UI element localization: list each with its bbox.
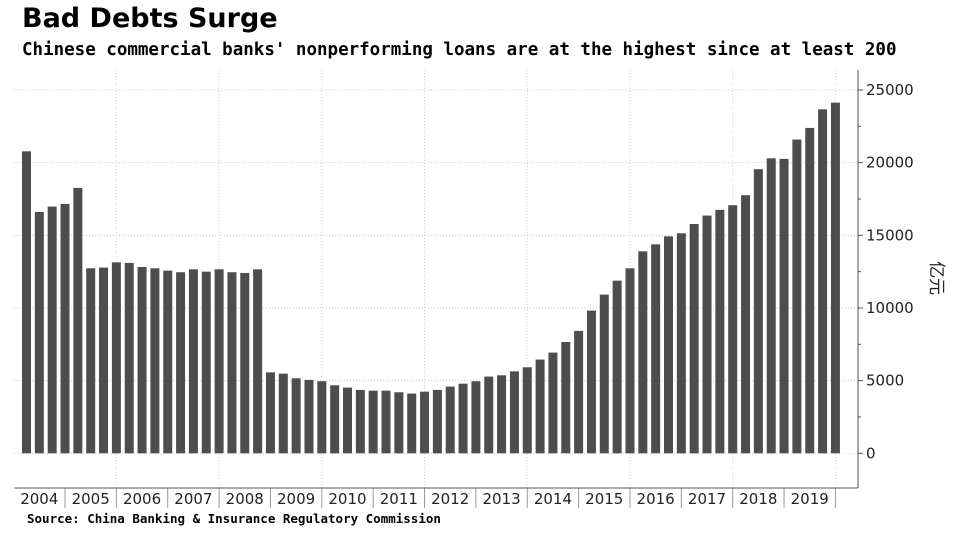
- x-tick-label: 2011: [380, 490, 418, 508]
- bar: [792, 139, 802, 454]
- bar: [741, 195, 751, 454]
- bar: [111, 262, 121, 454]
- bar: [689, 223, 699, 454]
- bar: [60, 203, 70, 454]
- x-tick-label: 2010: [328, 490, 366, 508]
- bar: [317, 381, 327, 454]
- bar: [368, 390, 378, 454]
- bar: [432, 389, 442, 454]
- bar: [47, 206, 57, 454]
- bar: [150, 268, 160, 454]
- bar: [638, 251, 648, 454]
- x-tick-label: 2004: [20, 490, 58, 508]
- bar: [676, 233, 686, 454]
- bar: [535, 359, 545, 454]
- bar: [612, 280, 622, 454]
- bar: [176, 272, 186, 454]
- x-tick-label: 2014: [534, 490, 572, 508]
- bar: [253, 269, 263, 454]
- bar: [548, 352, 558, 454]
- bar: [381, 390, 391, 454]
- bar: [702, 215, 712, 454]
- bar: [394, 392, 404, 454]
- bar: [458, 383, 468, 454]
- y-tick-label: 5000: [866, 372, 904, 390]
- bar: [830, 102, 840, 454]
- x-tick-label: 2007: [174, 490, 212, 508]
- y-tick-label: 0: [866, 444, 876, 462]
- bar: [779, 158, 789, 454]
- bar: [34, 211, 44, 454]
- bar: [445, 386, 455, 454]
- bar: [240, 272, 250, 454]
- bar: [227, 272, 237, 454]
- bar: [664, 236, 673, 454]
- bar: [291, 378, 301, 454]
- chart-title: Bad Debts Surge: [22, 3, 278, 34]
- bar: [651, 244, 661, 454]
- bar: [124, 262, 134, 454]
- chart-subtitle: Chinese commercial banks' nonperforming …: [22, 40, 897, 60]
- bar: [86, 268, 96, 454]
- bar: [407, 393, 417, 454]
- bar: [818, 109, 828, 454]
- x-tick-label: 2018: [739, 490, 777, 508]
- x-tick-label: 2006: [123, 490, 161, 508]
- bar: [188, 269, 198, 454]
- bar: [201, 271, 211, 454]
- bar: [265, 372, 275, 454]
- x-tick-label: 2019: [791, 490, 829, 508]
- x-tick-label: 2017: [688, 490, 726, 508]
- bar: [715, 209, 725, 454]
- y-axis-label: 亿元: [926, 261, 946, 295]
- y-tick-label: 15000: [866, 226, 914, 244]
- bar: [484, 376, 494, 454]
- bar: [420, 391, 430, 454]
- bar: [625, 268, 635, 454]
- bar: [753, 169, 763, 454]
- bar: [805, 127, 815, 454]
- bar: [214, 269, 224, 454]
- bar: [471, 381, 481, 454]
- bar: [137, 266, 147, 454]
- bar: [163, 270, 173, 454]
- x-tick-label: 2005: [72, 490, 110, 508]
- bar: [99, 267, 109, 454]
- source-note: Source: China Banking & Insurance Regula…: [27, 511, 441, 526]
- bar: [330, 385, 340, 454]
- bar: [561, 341, 571, 454]
- x-tick-label: 2013: [482, 490, 520, 508]
- bar: [586, 310, 596, 454]
- bar: [766, 158, 776, 454]
- bar: [509, 371, 519, 454]
- bar: [522, 367, 532, 454]
- bar: [497, 375, 507, 454]
- bar: [355, 389, 365, 454]
- x-tick-label: 2015: [585, 490, 623, 508]
- y-tick-label: 20000: [866, 154, 914, 172]
- bar: [343, 387, 352, 454]
- bar: [73, 187, 83, 454]
- x-tick-label: 2012: [431, 490, 469, 508]
- bar: [278, 373, 288, 454]
- bar: [304, 379, 314, 454]
- y-tick-label: 25000: [866, 81, 914, 99]
- x-tick-label: 2008: [226, 490, 264, 508]
- x-tick-label: 2016: [637, 490, 675, 508]
- bar: [728, 205, 738, 454]
- bar: [574, 330, 584, 454]
- y-tick-label: 10000: [866, 299, 914, 317]
- bar: [599, 294, 609, 454]
- bar: [22, 151, 31, 454]
- x-tick-label: 2009: [277, 490, 315, 508]
